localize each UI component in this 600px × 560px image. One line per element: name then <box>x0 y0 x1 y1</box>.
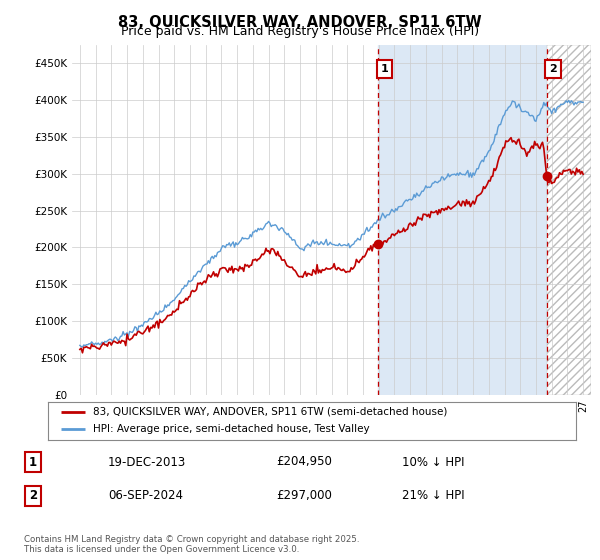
Bar <box>547 45 591 395</box>
Text: Contains HM Land Registry data © Crown copyright and database right 2025.
This d: Contains HM Land Registry data © Crown c… <box>24 535 359 554</box>
Text: HPI: Average price, semi-detached house, Test Valley: HPI: Average price, semi-detached house,… <box>93 424 370 435</box>
Text: £204,950: £204,950 <box>276 455 332 469</box>
Text: 1: 1 <box>29 455 37 469</box>
Text: 21% ↓ HPI: 21% ↓ HPI <box>402 489 464 502</box>
Text: Price paid vs. HM Land Registry's House Price Index (HPI): Price paid vs. HM Land Registry's House … <box>121 25 479 38</box>
Text: 1: 1 <box>380 64 388 74</box>
Text: 10% ↓ HPI: 10% ↓ HPI <box>402 455 464 469</box>
Text: 19-DEC-2013: 19-DEC-2013 <box>108 455 186 469</box>
Text: 83, QUICKSILVER WAY, ANDOVER, SP11 6TW (semi-detached house): 83, QUICKSILVER WAY, ANDOVER, SP11 6TW (… <box>93 407 447 417</box>
Text: 2: 2 <box>549 64 557 74</box>
Text: £297,000: £297,000 <box>276 489 332 502</box>
Text: 06-SEP-2024: 06-SEP-2024 <box>108 489 183 502</box>
Bar <box>378 45 547 395</box>
Text: 2: 2 <box>29 489 37 502</box>
Text: 83, QUICKSILVER WAY, ANDOVER, SP11 6TW: 83, QUICKSILVER WAY, ANDOVER, SP11 6TW <box>118 15 482 30</box>
